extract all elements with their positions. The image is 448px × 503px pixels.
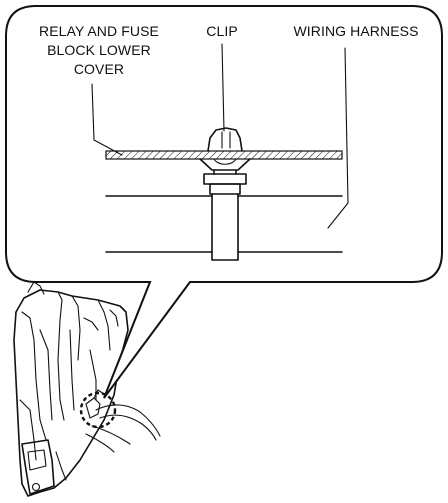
label-relay-line3: COVER bbox=[73, 61, 125, 77]
label-wiring-harness: WIRING HARNESS bbox=[293, 23, 419, 39]
relay-fuse-block-assembly bbox=[13, 281, 161, 497]
clip-body bbox=[199, 158, 251, 171]
label-relay-line2: BLOCK LOWER bbox=[47, 42, 151, 58]
callout-location-circle bbox=[79, 391, 117, 429]
leader-clip bbox=[221, 43, 225, 132]
enlarged-detail bbox=[91, 43, 349, 261]
clip-head bbox=[207, 127, 243, 152]
label-relay-line1: RELAY AND FUSE bbox=[39, 23, 159, 39]
label-clip: CLIP bbox=[206, 23, 238, 39]
leader-relay-cover bbox=[91, 83, 123, 156]
label-relay-fuse-block-lower-cover: RELAY AND FUSE BLOCK LOWER COVER bbox=[14, 22, 184, 79]
clip-strap bbox=[211, 193, 239, 261]
callout-bubble bbox=[5, 5, 443, 399]
lower-cover-panel bbox=[105, 150, 343, 160]
leader-wiring-harness bbox=[327, 47, 349, 229]
